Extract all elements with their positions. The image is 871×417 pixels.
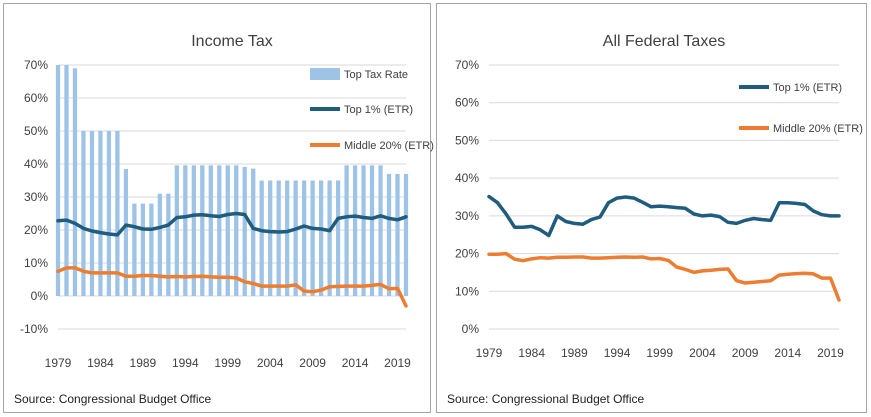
bar (132, 203, 137, 296)
x-tick-label: 2014 (342, 356, 369, 370)
bar (327, 180, 332, 296)
bar (183, 165, 188, 296)
series-line (487, 194, 841, 238)
bar (72, 68, 78, 296)
legend-label: Top 1% (ETR) (344, 104, 413, 116)
bar (369, 165, 375, 296)
x-tick-label: 1994 (604, 346, 631, 360)
bar (242, 166, 247, 296)
bar (285, 180, 290, 296)
bar (293, 180, 298, 296)
y-tick-label: 60% (455, 96, 479, 110)
bar (378, 165, 383, 296)
source-note: Source: Congressional Budget Office (14, 392, 212, 406)
bar (259, 180, 264, 296)
bar (64, 65, 69, 296)
bar (319, 180, 324, 296)
chart-income-tax: Income Tax -10% 0% 10% 20% 30% 40% 50% 60% 70% 197… (20, 33, 434, 370)
bar (123, 168, 129, 296)
legend-swatch (310, 68, 340, 80)
x-tick-label: 2019 (384, 356, 411, 370)
x-tick-label: 2019 (817, 346, 844, 360)
bar (217, 165, 222, 296)
bar (115, 131, 120, 296)
bar (395, 173, 400, 296)
y-tick-label: 10% (455, 284, 479, 298)
x-tick-label: 2009 (732, 346, 759, 360)
bar (361, 165, 366, 296)
bar (166, 193, 171, 296)
x-tick-label: 1984 (518, 346, 545, 360)
bar (225, 165, 230, 296)
bar (310, 180, 315, 296)
y-tick-label: 70% (455, 58, 479, 72)
bar (200, 165, 205, 296)
y-tick-label: 0% (462, 322, 480, 336)
bar (335, 180, 341, 296)
x-tick-label: 1984 (87, 356, 114, 370)
bar (191, 165, 196, 296)
y-tick-label: 30% (455, 209, 479, 223)
bar (302, 180, 307, 296)
x-tick-label: 1999 (214, 356, 241, 370)
bar (268, 180, 273, 296)
y-tick-label: 30% (24, 190, 48, 204)
y-tick-label: 10% (24, 256, 48, 270)
bar (106, 131, 112, 296)
x-tick-label: 2004 (689, 346, 716, 360)
series-line (487, 251, 841, 302)
legend-label: Middle 20% (ETR) (773, 123, 863, 135)
y-tick-label: 20% (455, 247, 479, 261)
x-tick-label: 1979 (45, 356, 72, 370)
y-tick-label: 40% (24, 157, 48, 171)
bar (81, 131, 86, 296)
chart-all-federal-taxes: All Federal Taxes 0% 10% 20% 30% 40% 50% 60% 70%… (455, 33, 863, 360)
bar (140, 203, 145, 296)
bar (403, 173, 409, 296)
bar (344, 165, 349, 296)
y-tick-label: 20% (24, 223, 48, 237)
bar (276, 180, 281, 296)
bar (352, 165, 358, 296)
x-tick-label: 2009 (299, 356, 326, 370)
x-tick-label: 1999 (646, 346, 673, 360)
bar (234, 165, 239, 296)
bar (208, 165, 213, 296)
y-tick-label: -10% (20, 322, 48, 336)
legend-label: Middle 20% (ETR) (344, 140, 434, 152)
source-note: Source: Congressional Budget Office (447, 392, 645, 406)
y-tick-label: 50% (455, 133, 479, 147)
bar (251, 168, 256, 296)
y-tick-label: 70% (24, 58, 48, 72)
series-line (56, 266, 408, 308)
bar (149, 203, 154, 296)
y-tick-label: 40% (455, 171, 479, 185)
x-tick-label: 1989 (130, 356, 157, 370)
x-tick-label: 1989 (561, 346, 588, 360)
bar (89, 131, 95, 296)
bar (55, 65, 61, 296)
chart-title: Income Tax (191, 33, 273, 50)
y-tick-label: 0% (31, 289, 49, 303)
y-tick-label: 60% (24, 91, 48, 105)
panel-all-federal-taxes: All Federal Taxes 0% 10% 20% 30% 40% 50% 60% 70%… (436, 3, 867, 413)
chart-title: All Federal Taxes (603, 33, 725, 50)
legend-label: Top Tax Rate (344, 69, 408, 81)
x-tick-label: 1979 (476, 346, 503, 360)
series-line (56, 211, 408, 237)
x-tick-label: 1994 (172, 356, 199, 370)
bar (157, 193, 162, 296)
legend-label: Top 1% (ETR) (773, 82, 842, 94)
bar (174, 165, 179, 296)
x-tick-label: 2004 (257, 356, 284, 370)
x-tick-label: 2014 (774, 346, 801, 360)
bar (386, 173, 392, 296)
panel-income-tax: Income Tax -10% 0% 10% 20% 30% 40% 50% 60% 70% 197… (3, 3, 434, 413)
bar (98, 131, 103, 296)
y-tick-label: 50% (24, 124, 48, 138)
